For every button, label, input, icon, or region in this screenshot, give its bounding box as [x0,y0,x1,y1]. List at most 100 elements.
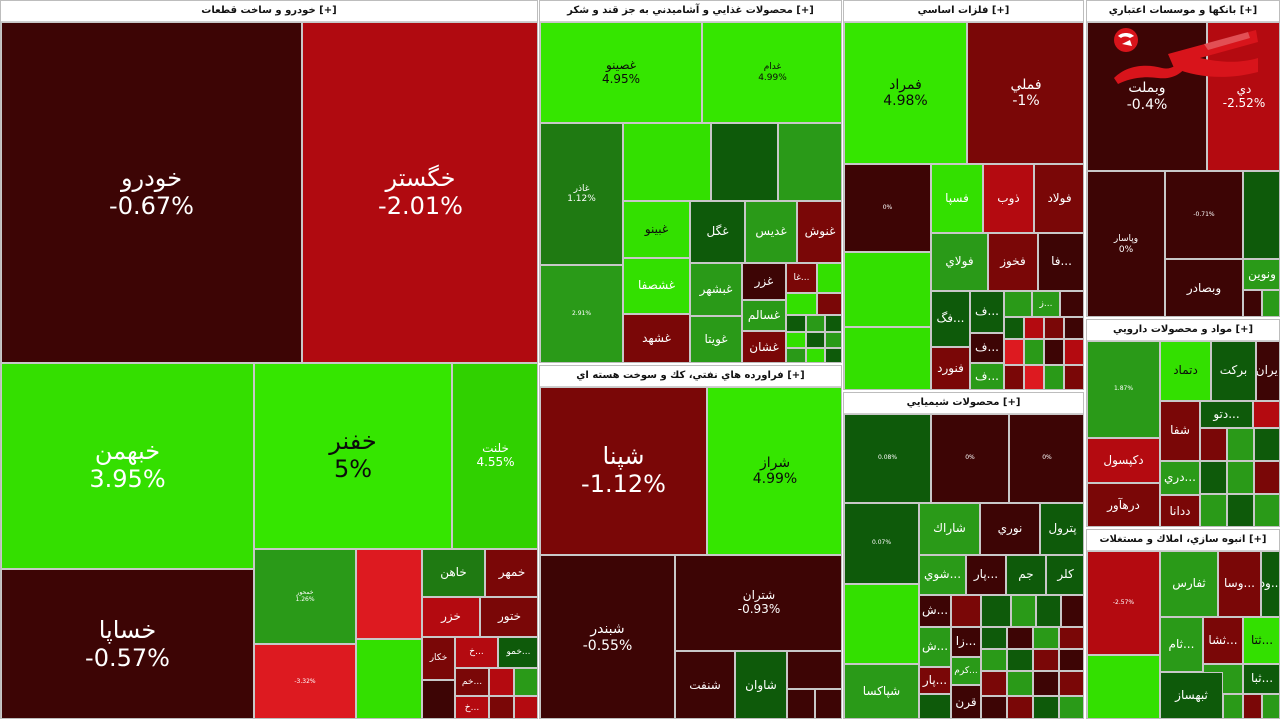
tile-shavan[interactable]: شاوان [735,651,787,718]
tile-food-small-5[interactable] [786,293,817,315]
tile-chem-small-20[interactable] [981,696,1007,718]
tile-vasa[interactable]: وسا... [1218,551,1261,617]
tile-metals-small-7[interactable] [1044,317,1064,339]
tile-fa4[interactable]: ف... [970,333,1004,363]
tile-metals-small-16[interactable] [1064,365,1083,389]
tile-food-small-4[interactable] [817,263,841,293]
tile-food-small-7[interactable] [786,315,806,332]
tile-ghazar[interactable]: غاذر 1.12% [540,123,623,265]
tile-metals-small-2[interactable] [1004,291,1032,317]
tile-teba[interactable]: ثبا... [1243,664,1279,694]
tile-chemzero3[interactable]: 0% [1009,414,1083,503]
tile-chem-small-7[interactable] [981,627,1007,649]
tile-chem-small-13[interactable] [1033,649,1059,671]
tile-chem-small-3[interactable] [981,595,1011,627]
tile-banks-small-1[interactable] [1243,171,1279,259]
sector-header[interactable]: بانكها و موسسات اعتباري [+] [1087,1,1279,22]
tile-chem-small-19[interactable] [1059,671,1083,696]
tile-pharma-small-1[interactable] [1253,401,1279,428]
tile-metals-small-10[interactable] [1024,339,1044,365]
tile-dtamad[interactable]: دتماد [1160,341,1211,401]
tile-ghbino[interactable]: غبينو [623,201,690,258]
tile-food-small-8[interactable] [806,315,825,332]
tile-chemsix[interactable]: 0.07% [844,503,919,584]
tile-delam[interactable]: 1.87% [1087,341,1160,438]
tile-di[interactable]: دي -2.52% [1207,22,1279,171]
tile-khazar[interactable]: خزر [422,597,480,637]
tile-shenaft[interactable]: شنفت [675,651,735,718]
tile-real-small-3[interactable] [1223,694,1243,718]
tile-chem-small-14[interactable] [1059,649,1083,671]
tile-famrad[interactable]: فمراد 4.98% [844,22,967,164]
tile-za[interactable]: زا... [951,627,981,657]
tile-foolai[interactable]: فولاي [931,233,988,291]
tile-chem-small-4[interactable] [1011,595,1036,627]
tile-iran[interactable]: ايران [1256,341,1279,401]
tile-chem-small-16[interactable] [981,671,1007,696]
tile-chem-small-21[interactable] [1007,696,1033,718]
tile-chem-small-18[interactable] [1033,671,1059,696]
tile-khemo[interactable]: خمو... [498,637,537,668]
tile-khetiz[interactable]: -3.32% [254,644,356,718]
tile-oil-small-1[interactable] [787,651,841,689]
sector-header[interactable]: فراورده هاي نفتي، كك و سوخت هسته اي [+] [540,366,841,387]
tile-chem-small-12[interactable] [1007,649,1033,671]
tile-ghedis[interactable]: غديس [745,201,797,263]
tile-metals-small-9[interactable] [1004,339,1024,365]
tile-metals-small-13[interactable] [1004,365,1024,389]
tile-chem-small-2[interactable] [951,595,981,627]
tile-pharma-small-8[interactable] [1200,494,1227,526]
sector-header[interactable]: محصولات شيميايي [+] [844,393,1083,414]
tile-khekar[interactable]: خكار [422,637,455,680]
tile-food-small-15[interactable] [825,348,841,362]
tile-ghoita[interactable]: غويتا [690,316,742,362]
tile-ghenab[interactable]: 2.91% [540,265,623,362]
tile-fekhooz[interactable]: فخوز [988,233,1038,291]
tile-food-small-9[interactable] [825,315,841,332]
tile-chemzero2[interactable]: 0% [931,414,1009,503]
tile-dana[interactable]: ددانا [1160,495,1200,526]
tile-metals-small-15[interactable] [1044,365,1064,389]
tile-food-small-12[interactable] [825,332,841,348]
tile-fa5[interactable]: ف... [970,363,1004,389]
tile-auto-small-1[interactable] [356,549,422,639]
tile-metals-small-12[interactable] [1064,339,1083,365]
tile-khetoor[interactable]: ختور [480,597,537,637]
tile-food-small-2[interactable] [711,123,778,201]
tile-chemzero1[interactable]: 0.08% [844,414,931,503]
tile-vebmelat[interactable]: وبملت -0.4% [1087,22,1207,171]
tile-dari[interactable]: دري... [1160,461,1200,495]
sector-header[interactable]: فلزات اساسي [+] [844,1,1083,22]
tile-vetejarat[interactable]: -0.71% [1165,171,1243,259]
tile-shepna[interactable]: شپنا -1.12% [540,387,707,555]
sector-header[interactable]: محصولات غذايي و آشاميدني به جز قند و شکر… [540,1,841,22]
tile-food-small-10[interactable] [786,332,806,348]
tile-food-small-11[interactable] [806,332,825,348]
tile-auto-small-4[interactable] [514,668,537,696]
tile-fameli[interactable]: فملي -1% [967,22,1083,164]
tile-fa2[interactable]: فا... [1038,233,1083,291]
tile-kala[interactable]: كلر [1046,555,1083,595]
tile-ghegol[interactable]: غگل [690,201,745,263]
tile-khebahman[interactable]: خبهمن 3.95% [1,363,254,569]
tile-metzero[interactable]: 0% [844,164,931,252]
tile-chem-small-9[interactable] [1033,627,1059,649]
tile-real-small-4[interactable] [1243,694,1262,718]
tile-shebandar[interactable]: شبندر -0.55% [540,555,675,718]
tile-khemehver[interactable]: خمحور 1.26% [254,549,356,644]
tile-metals-small-8[interactable] [1064,317,1083,339]
tile-pharma-small-2[interactable] [1200,428,1227,461]
tile-ghsalem[interactable]: غسالم [742,300,786,331]
tile-fanvard[interactable]: فنورد [931,347,970,389]
tile-detoo[interactable]: دتو... [1200,401,1253,428]
tile-vesadr[interactable]: وبصادر [1165,259,1243,316]
tile-metals-small-5[interactable] [1004,317,1024,339]
tile-metals-small-6[interactable] [1024,317,1044,339]
tile-chem-small-5[interactable] [1036,595,1061,627]
tile-qoran[interactable]: قرن [951,685,981,718]
tile-ghbshahr[interactable]: غبشهر [690,263,742,316]
tile-kheam[interactable]: خم... [455,668,489,696]
tile-tam[interactable]: ثام... [1160,617,1203,672]
tile-dakspol[interactable]: دكپسول [1087,438,1160,483]
tile-food-small-3[interactable] [778,123,841,201]
